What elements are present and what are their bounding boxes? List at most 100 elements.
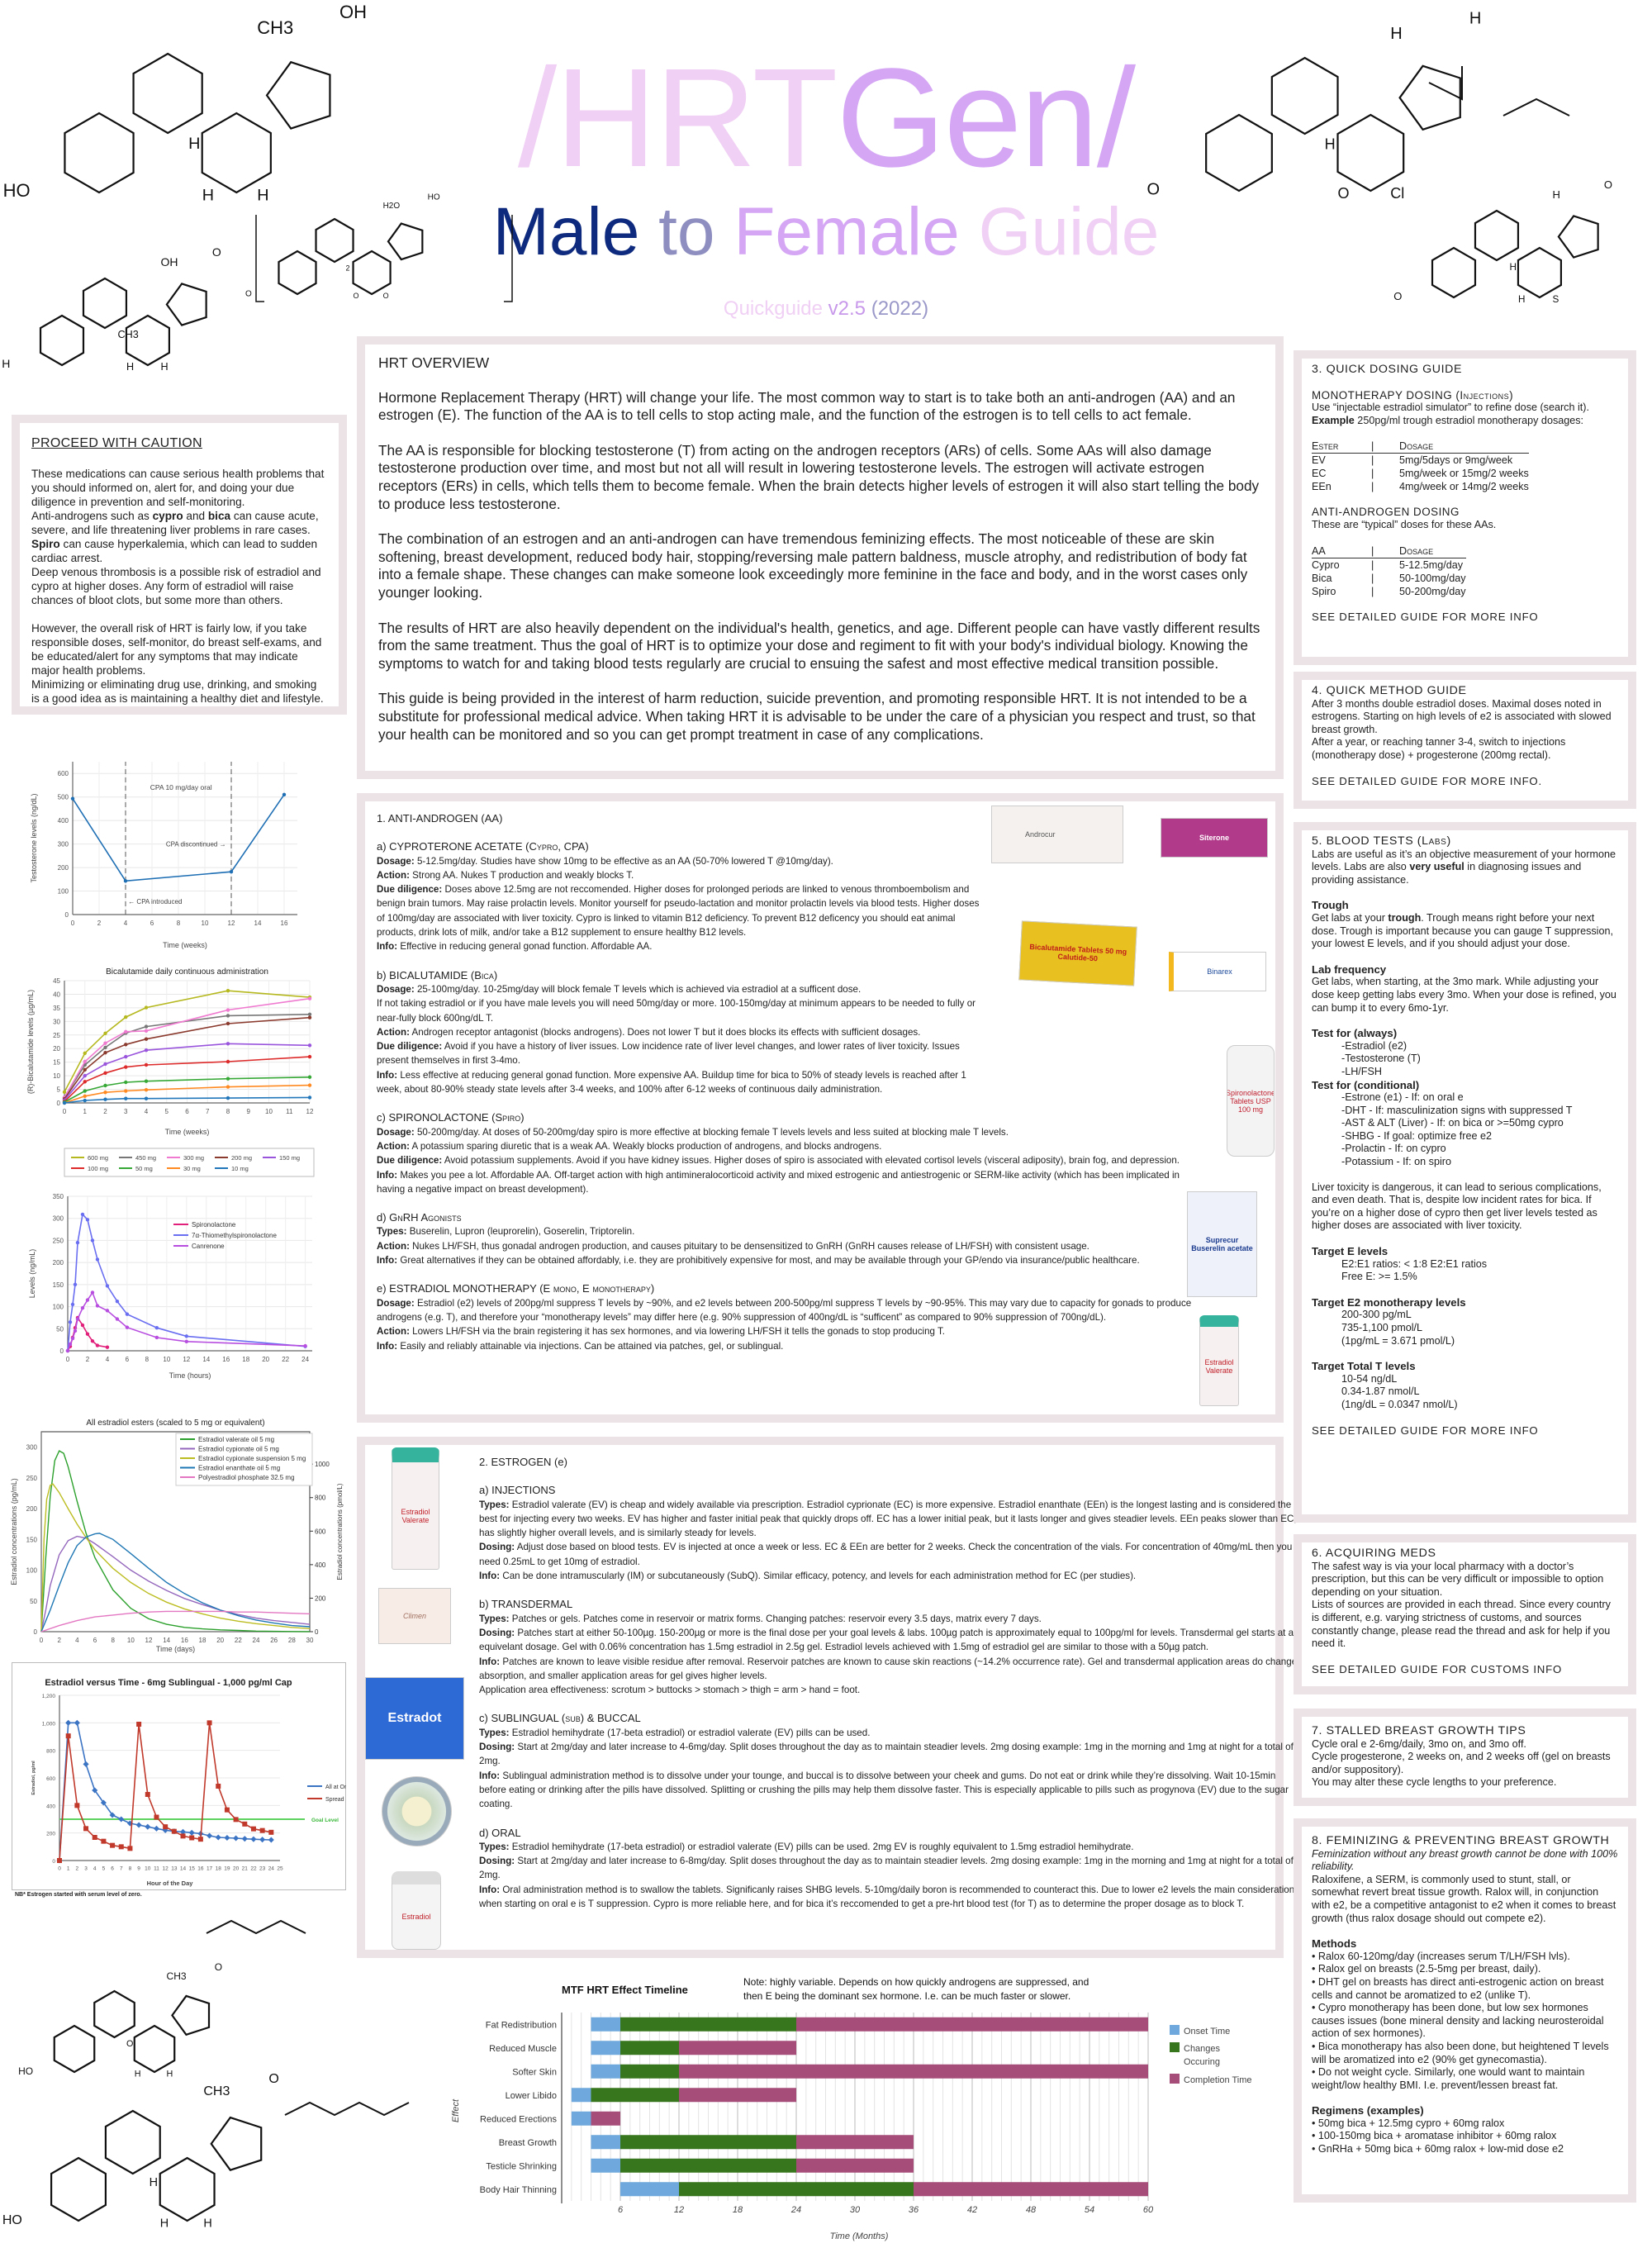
quick-dosing-title: 3. QUICK DOSING GUIDE [1312,363,1463,376]
x-tick-label: 1 [67,1866,70,1872]
data-point [303,1343,307,1348]
data-point [105,1284,110,1288]
anti-androgen-dosing-heading: ANTI-ANDROGEN DOSING [1312,506,1460,519]
x-tick-label: 6 [150,920,154,927]
data-point [171,1828,177,1834]
subtitle-word: Female [733,194,960,269]
x-tick-label: 22 [235,1637,242,1644]
legend-label: Spironolactone [192,1221,236,1229]
see-detailed-guide-link[interactable]: SEE DETAILED GUIDE FOR MORE INFO [1312,610,1539,623]
field-label: Dosing: [479,1856,515,1867]
data-point [62,1100,67,1105]
indented-item: -LH/FSH [1341,1065,1382,1077]
estradiol-vial-image: Estradiol Valerate [1199,1315,1239,1406]
subsection-heading: a) CYPROTERONE ACETATE (Cypro, CPA) [377,840,589,853]
ring-bond [315,217,354,264]
anti-androgen-dosing-intro: These are “typical” doses for these AAs. [1312,518,1497,530]
x-tick-label: 6 [93,1637,97,1644]
data-point [85,1332,90,1336]
spironolactone-bottle-image: Spironolactone Tablets USP 100 mg [1227,1045,1275,1157]
legend-swatch [1170,2042,1180,2052]
data-point [95,1257,100,1262]
table-header-row: AA | Dosage [1312,544,1466,558]
small-caps-text: Spiro [495,1111,521,1124]
y-tick-label: 50 [30,1598,37,1605]
field-label: Info: [377,1255,398,1267]
spacer [1312,1233,1618,1245]
indented-item: E2:E1 ratios: < 1:8 E2:E1 ratios [1341,1257,1488,1270]
see-detailed-guide-link[interactable]: SEE DETAILED GUIDE FOR MORE INFO [1312,1423,1539,1437]
structure-atom-label: O [1604,178,1612,191]
legend-label: 600 mg [88,1154,108,1162]
subsection-line: Info: Patches are known to leave visible… [479,1656,1298,1681]
ring-bond [39,314,85,367]
x-tick-label: 4 [145,1108,149,1115]
siterone-package-image: Siterone [1161,818,1268,858]
table-header-cell: | [1371,544,1399,558]
section-subheading: Methods [1312,1937,1357,1951]
data-point [124,1043,128,1047]
ring-bond [50,2156,107,2222]
series-line [40,1535,311,1633]
subsection-line: Action: A potassium sparing diuretic tha… [377,1140,882,1152]
subsection-line: Info: Less effective at reducing general… [377,1069,966,1095]
climen-package-image: Climen [378,1588,451,1644]
overview-title: HRT OVERVIEW [378,354,490,371]
see-detailed-guide-link[interactable]: SEE DETAILED GUIDE FOR MORE INFO. [1312,774,1542,787]
y-tick-label: 5 [57,1086,61,1094]
structure-atom-label: H [1553,188,1560,201]
subsection-line: Types: Estradiol valerate (EV) is cheap … [479,1499,1297,1539]
data-point [124,1080,128,1085]
subsection: d) ORAL Types: Estradiol hemihydrate (17-… [479,1826,1294,1912]
x-tick-label: 10 [127,1637,135,1644]
series-line [40,1483,311,1633]
field-label: Dosage: [377,983,415,995]
x-tick-label: 10 [265,1108,273,1115]
y-tick-label: 30 [53,1018,60,1025]
structure-atom-label: H [126,361,134,373]
ring-bond [278,250,317,296]
monotherapy-heading: MONOTHERAPY DOSING (Injections) [1312,388,1514,402]
x-axis-label: Time (hours) [169,1371,211,1380]
timeline-bar-segment [591,2158,620,2173]
ring-bond [1517,246,1563,299]
y2-tick-label: 400 [315,1561,326,1569]
page-subtitle: Male to Female Guide [0,195,1652,269]
x-tick-label: 2 [86,1356,90,1363]
series-line [40,1533,311,1633]
spacer [1312,1347,1618,1360]
see-detailed-guide-link[interactable]: SEE DETAILED GUIDE FOR CUSTOMS INFO [1312,1662,1563,1675]
x-tick-label: 20 [262,1356,269,1363]
table-header-cell: | [1371,440,1399,454]
ester-chain [206,1919,306,1935]
y-tick-label: 0 [52,1859,55,1865]
subsection-line: Dosage: Estradiol (e2) levels of 200pg/m… [377,1297,1192,1323]
ring-bond [201,112,272,194]
estrogen-panel: 2. ESTROGEN (e) a) INJECTIONS Types: Estr… [357,1437,1299,1958]
data-point [90,1238,95,1243]
data-point [124,1029,128,1034]
field-label: Action: [377,869,410,881]
data-point [103,1062,107,1067]
bullet-item: • 100-150mg bica + aromatase inhibitor +… [1312,2130,1557,2142]
data-point [68,1342,73,1347]
table-row: EV | 5mg/5days or 9mg/week [1312,454,1529,468]
structure-atom-label: H [150,2176,158,2189]
y-tick-label: 200 [26,1505,38,1513]
field-label: Info: [377,1340,398,1352]
chart-note: then E being the dominant sex hormone. I… [743,1990,1070,2002]
indented-item: 10-54 ng/dL [1341,1372,1398,1385]
small-caps-text: sub [565,1712,581,1725]
binarex-package-image: Binarex [1169,952,1266,991]
x-tick-label: 24 [253,1637,260,1644]
cpa-testosterone-chart: 0 100 200 300 400 500 600 0 2 4 6 8 10 12 14 16 Time (we… [30,762,297,949]
subsection: e) ESTRADIOL MONOTHERAPY (E mono, E mono… [377,1281,1264,1352]
table-cell: | [1371,481,1374,493]
data-point [144,1037,149,1041]
section-title: 4. QUICK METHOD GUIDE [1312,684,1467,697]
subsection-line: Action: Strong AA. Nukes T production an… [377,869,634,881]
data-point [68,1320,73,1324]
legend-label: Spread Evenly [325,1797,346,1803]
